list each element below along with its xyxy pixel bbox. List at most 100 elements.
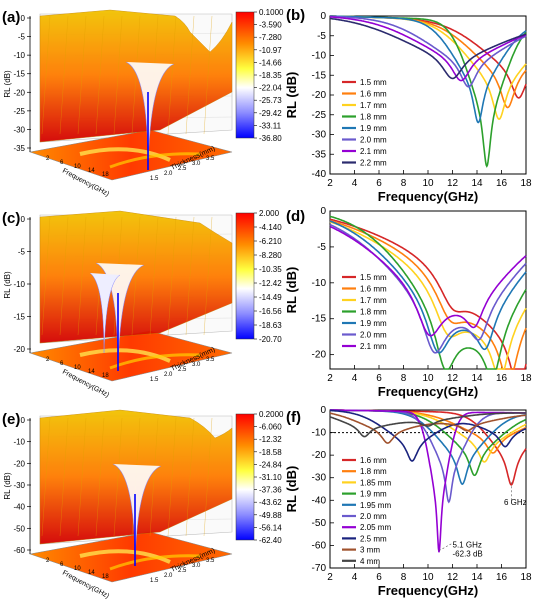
colorbar-label: -36.80 [259, 134, 282, 143]
x-axis-label: Frequency(GHz) [378, 384, 478, 399]
floor-tick-label: 1.5 [150, 377, 159, 383]
colorbar-label: 0.1000 [259, 8, 284, 17]
mesh-line [185, 216, 195, 336]
mesh-line [41, 216, 51, 336]
y-tick-label: -25 [312, 110, 327, 121]
y-tick-label: -50 [312, 518, 327, 529]
z-tick-label: -40 [13, 503, 25, 512]
floor-tick-label: 2 [46, 558, 50, 564]
z-axis-label: RL (dB) [3, 271, 12, 299]
floor-tick-label: 14 [88, 168, 95, 174]
floor-tick-label: 14 [88, 570, 95, 576]
mesh-line [95, 15, 105, 135]
floor-contour-band [109, 152, 201, 169]
y-tick-label: -20 [312, 90, 327, 101]
z-tick-label: -60 [13, 546, 25, 555]
legend-label: 2.1 mm [360, 147, 387, 156]
floor-contour [28, 330, 233, 382]
x-axis-label: Frequency(GHz) [378, 189, 478, 204]
colorbar-label: 2.000 [259, 209, 280, 218]
x-tick-label: 12 [447, 572, 459, 583]
panel-letter: (c) [2, 210, 20, 227]
colorbar-label: -18.58 [259, 448, 282, 457]
x-tick-label: 16 [496, 572, 508, 583]
annotation-arrow [438, 542, 453, 551]
x-axis-label: Frequency(GHz) [378, 583, 478, 598]
floor-tick-label: 3.5 [206, 357, 215, 363]
floor-tick-label: 18 [102, 574, 109, 580]
mesh-line [203, 417, 213, 537]
floor-contour-band [79, 147, 171, 162]
legend-label: 1.5 mm [360, 273, 387, 282]
mesh-line [41, 15, 51, 135]
floor-tick-label: 3.0 [192, 563, 201, 569]
z-tick-label: -50 [13, 524, 25, 533]
floor-contour [28, 531, 233, 583]
colorbar [235, 11, 255, 139]
colorbar-label: -18.63 [259, 321, 282, 330]
panel-letter: (d) [286, 208, 305, 225]
mesh-line [185, 15, 195, 135]
z-tick-label: -20 [13, 345, 25, 354]
y-tick-label: -40 [312, 495, 327, 506]
y-tick-label: -35 [312, 149, 327, 160]
mesh-line [95, 417, 105, 537]
floor-tick-label: 10 [74, 365, 81, 371]
mesh-line [113, 15, 123, 135]
annotation: -62.3 dB [453, 550, 483, 559]
mesh-line [185, 417, 195, 537]
z-tick-label: -25 [13, 107, 25, 116]
legend-label: 2.0 mm [360, 136, 387, 145]
y-tick-label: -10 [312, 51, 327, 62]
panel-letter: (f) [286, 409, 301, 426]
legend-label: 1.95 mm [360, 501, 391, 510]
mesh-line [167, 15, 177, 135]
y-tick-label: -20 [312, 350, 327, 361]
panel-letter: (e) [2, 411, 20, 428]
rl-chart-b: (b) 2 4 6 8 10 12 14 16 18 0 -5 -10 -15 -20 -25 -30 -35 -4… [284, 7, 532, 204]
floor-tick-label: 2 [46, 156, 50, 162]
mesh-line [59, 216, 69, 336]
legend-label: 1.8 mm [360, 308, 387, 317]
x-tick-label: 10 [422, 373, 434, 384]
x-tick-label: 2 [327, 178, 333, 189]
floor-contour-band [79, 348, 171, 363]
x-tick-label: 4 [352, 178, 358, 189]
y-axis-label: RL (dB) [284, 466, 299, 513]
mesh-line [167, 216, 177, 336]
x-tick-label: 10 [422, 178, 434, 189]
series-line [330, 409, 526, 553]
floor-tick-label: 2.0 [164, 372, 173, 378]
x-tick-label: 18 [520, 178, 532, 189]
colorbar-label: -31.10 [259, 473, 282, 482]
floor-tick-label: 3.0 [192, 161, 201, 167]
y-axis-label: RL (dB) [284, 72, 299, 119]
x-tick-label: 12 [447, 178, 459, 189]
legend-label: 2.5 mm [360, 534, 387, 543]
y-tick-label: -20 [312, 450, 327, 461]
floor-tick-label: 2.0 [164, 573, 173, 579]
panel-letter: (a) [2, 9, 20, 26]
z-tick-label: -10 [13, 51, 25, 60]
z-tick-label: -30 [13, 125, 25, 134]
series-line [329, 220, 527, 354]
z-tick-label: -35 [13, 144, 25, 153]
floor-tick-label: 18 [102, 172, 109, 178]
floor-tick-label: 6 [60, 562, 64, 568]
annotation: 5.1 GHz [453, 541, 482, 550]
series-line [329, 412, 526, 444]
colorbar-label: -7.280 [259, 33, 282, 42]
colorbar-label: -49.88 [259, 511, 282, 520]
x-tick-label: 12 [447, 373, 459, 384]
mesh-line [113, 417, 123, 537]
z-axis-label: RL (dB) [3, 472, 12, 500]
y-tick-label: -10 [312, 428, 327, 439]
z-tick-label: -15 [13, 70, 25, 79]
y-tick-label: 0 [320, 206, 326, 217]
legend-label: 2.1 mm [360, 342, 387, 351]
floor-contour-band [109, 554, 201, 571]
legend-label: 1.7 mm [360, 296, 387, 305]
x-tick-label: 10 [422, 572, 434, 583]
